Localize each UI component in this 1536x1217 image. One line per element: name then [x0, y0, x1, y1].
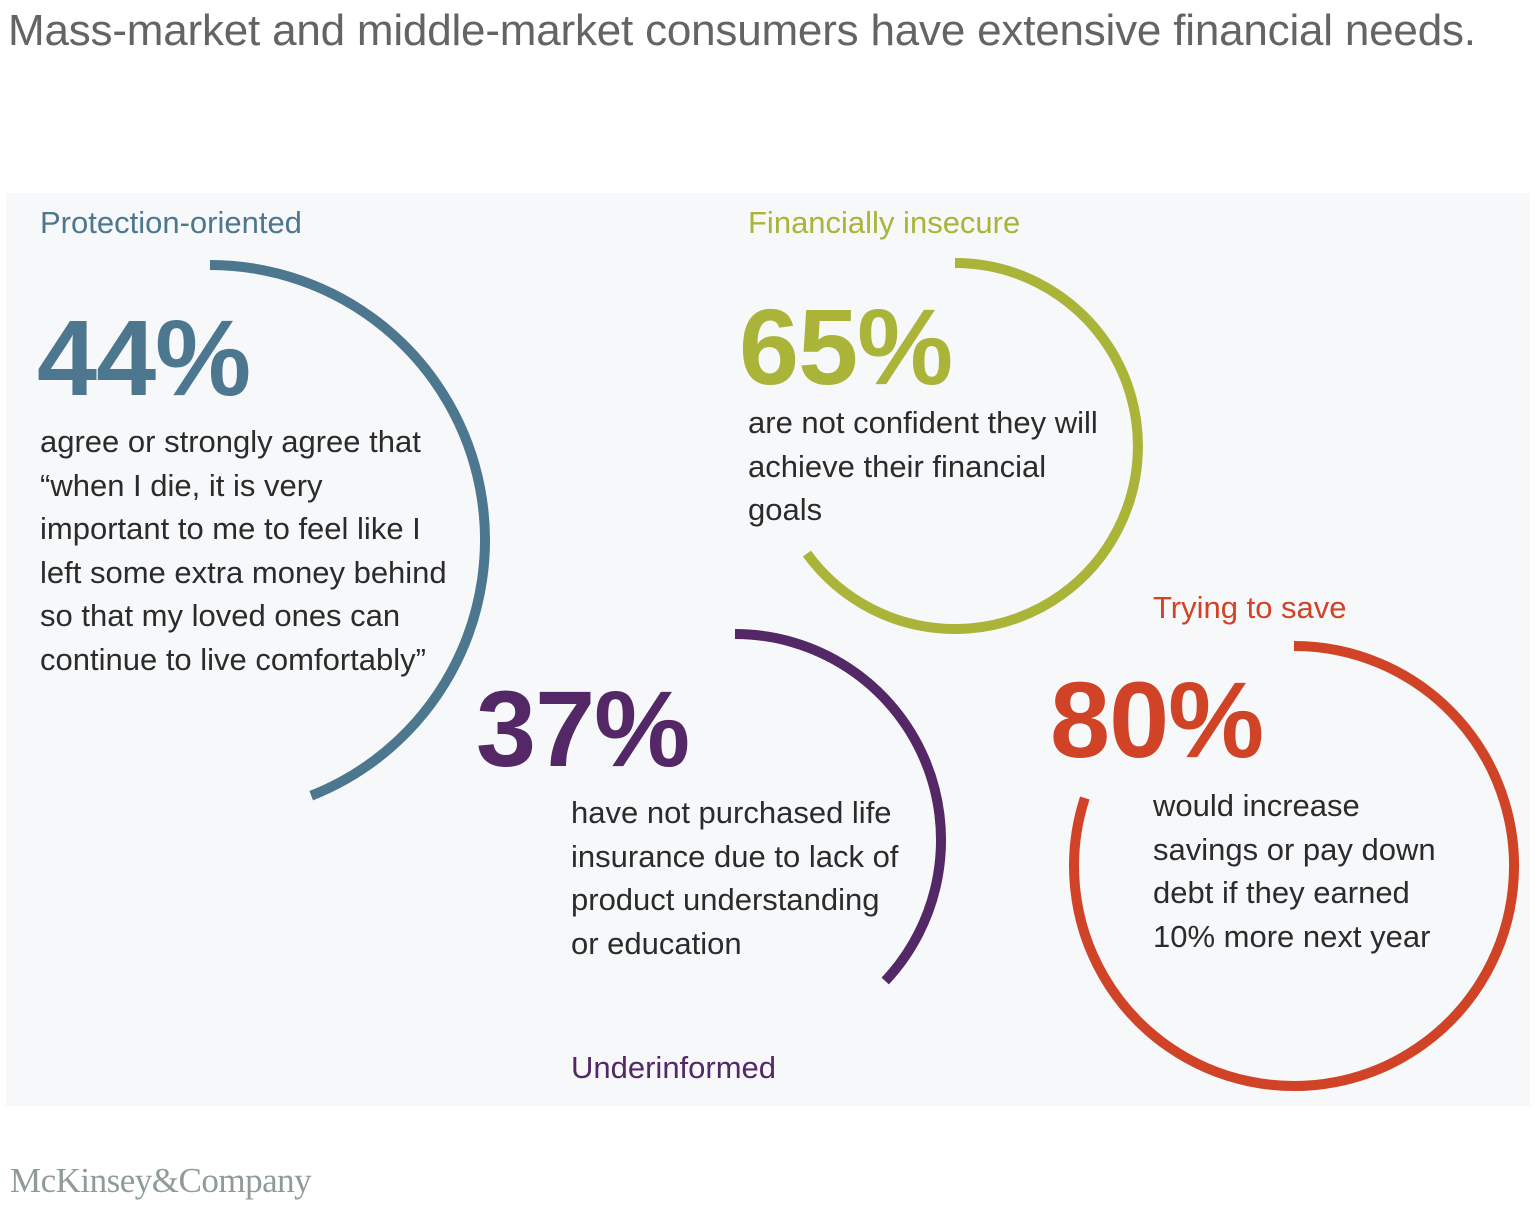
arc-underinformed	[734, 629, 946, 985]
label-insecure: Financially insecure	[748, 205, 1021, 240]
value-protection: 44%	[37, 297, 251, 418]
value-saving: 80%	[1050, 659, 1264, 780]
stats-panel	[6, 193, 1530, 1106]
mckinsey-logo: McKinsey&Company	[10, 1161, 312, 1200]
arc-insecure	[802, 258, 1143, 634]
value-underinformed: 37%	[476, 668, 690, 789]
label-protection: Protection-oriented	[40, 205, 302, 240]
arc-saving	[1069, 641, 1520, 1091]
arc-protection	[209, 260, 490, 801]
description-saving: would increase savings or pay down debt …	[1153, 788, 1436, 954]
description-protection: agree or strongly agree that “when I die…	[40, 424, 447, 677]
label-saving: Trying to save	[1153, 590, 1347, 625]
description-underinformed: have not purchased life insurance due to…	[571, 795, 899, 961]
description-insecure: are not confident they will achieve thei…	[748, 405, 1098, 527]
page-title: Mass-market and middle-market consumers …	[8, 6, 1476, 55]
label-underinformed: Underinformed	[571, 1050, 777, 1085]
value-insecure: 65%	[739, 286, 953, 407]
